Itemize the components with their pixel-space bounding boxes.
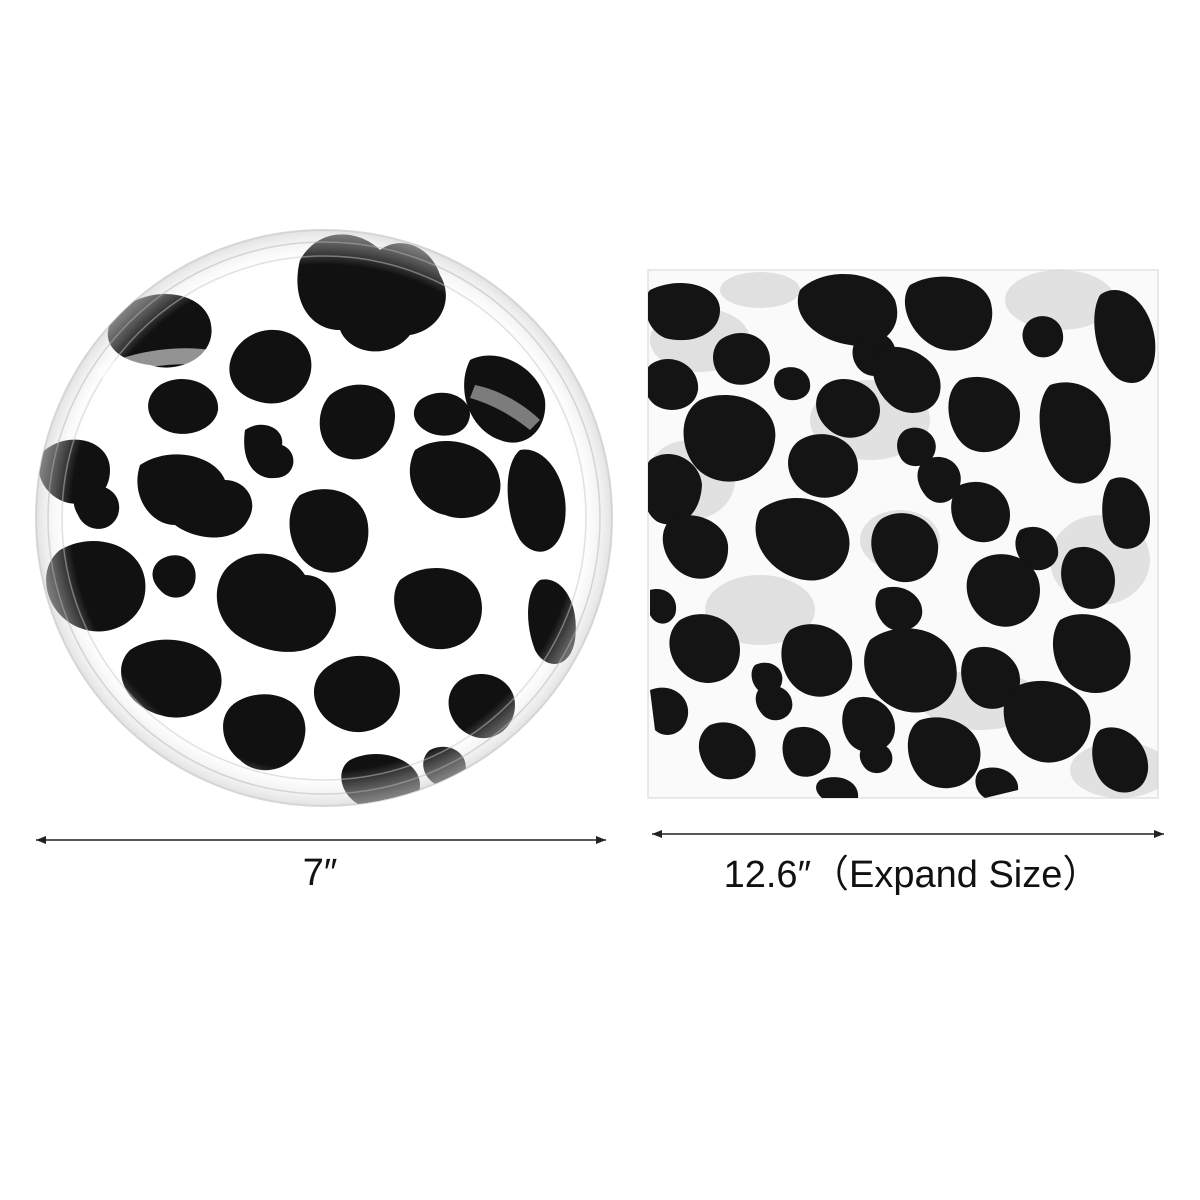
napkin-size-label: 12.6″（Expand Size）	[723, 854, 1101, 896]
plate-size-label: 7″	[302, 852, 338, 894]
plate-shading	[36, 230, 612, 806]
plate-dimension-line	[36, 836, 606, 844]
paper-plate	[35, 229, 613, 807]
napkin-dimension-line	[652, 830, 1164, 838]
plate-gloss-highlight-2	[470, 385, 540, 430]
paper-napkin	[647, 269, 1159, 799]
plate-gloss-highlight	[95, 348, 210, 382]
napkin-cow-spots	[648, 273, 1156, 798]
